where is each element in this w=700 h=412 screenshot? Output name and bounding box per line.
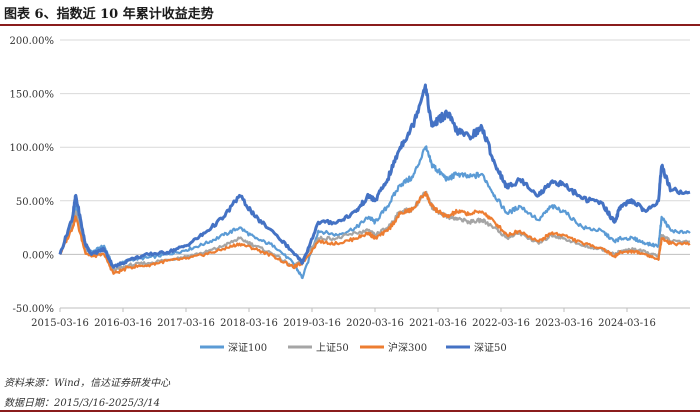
bottom-divider <box>0 410 700 412</box>
y-tick-label: 50.00% <box>16 197 54 208</box>
series-line-3 <box>59 191 691 275</box>
legend-label: 深证50 <box>474 342 507 354</box>
x-tick-label: 2020-03-16 <box>346 318 404 329</box>
legend-label: 上证50 <box>316 342 349 354</box>
x-axis: 2015-03-16 2016-03-16 2017-03-16 2018-03-16… <box>31 307 690 329</box>
x-tick-label: 2016-03-16 <box>94 318 152 329</box>
x-tick-label: 2019-03-16 <box>283 318 341 329</box>
y-axis: -50.00% 0.00% 50.00% 100.00% 150.00% 200.00% <box>10 36 55 315</box>
x-tick-label: 2017-03-16 <box>157 318 215 329</box>
y-tick-label: -50.00% <box>12 304 54 315</box>
x-tick-label: 2015-03-16 <box>31 318 89 329</box>
x-tick-label: 2018-03-16 <box>220 318 278 329</box>
x-tick-label: 2022-03-16 <box>472 318 530 329</box>
source-note: 资料来源：Wind，信达证券研发中心 <box>4 378 171 389</box>
title-divider <box>0 24 700 26</box>
x-tick-label: 2021-03-16 <box>409 318 467 329</box>
series-line-4 <box>58 83 691 269</box>
y-tick-label: 200.00% <box>10 36 55 47</box>
series-line-1 <box>58 145 691 280</box>
x-tick-label: 2023-03-16 <box>535 318 593 329</box>
legend-label: 深证100 <box>228 342 267 354</box>
legend-label: 沪深300 <box>388 341 427 354</box>
line-chart: -50.00%0.00%50.00%100.00%150.00%200.00% … <box>10 36 691 354</box>
legend: 深证100 上证50 沪深300 深证50 <box>200 341 507 354</box>
y-tick-label: 100.00% <box>10 143 55 154</box>
date-note: 数据日期：2015/3/16-2025/3/14 <box>4 398 160 409</box>
x-tick-label: 2024-03-16 <box>598 318 656 329</box>
grid-lines <box>60 39 690 309</box>
y-tick-label: 150.00% <box>10 90 55 101</box>
series-lines <box>58 83 691 280</box>
chart-title: 图表 6、指数近 10 年累计收益走势 <box>4 7 214 22</box>
y-tick-label: 0.00% <box>22 250 54 261</box>
